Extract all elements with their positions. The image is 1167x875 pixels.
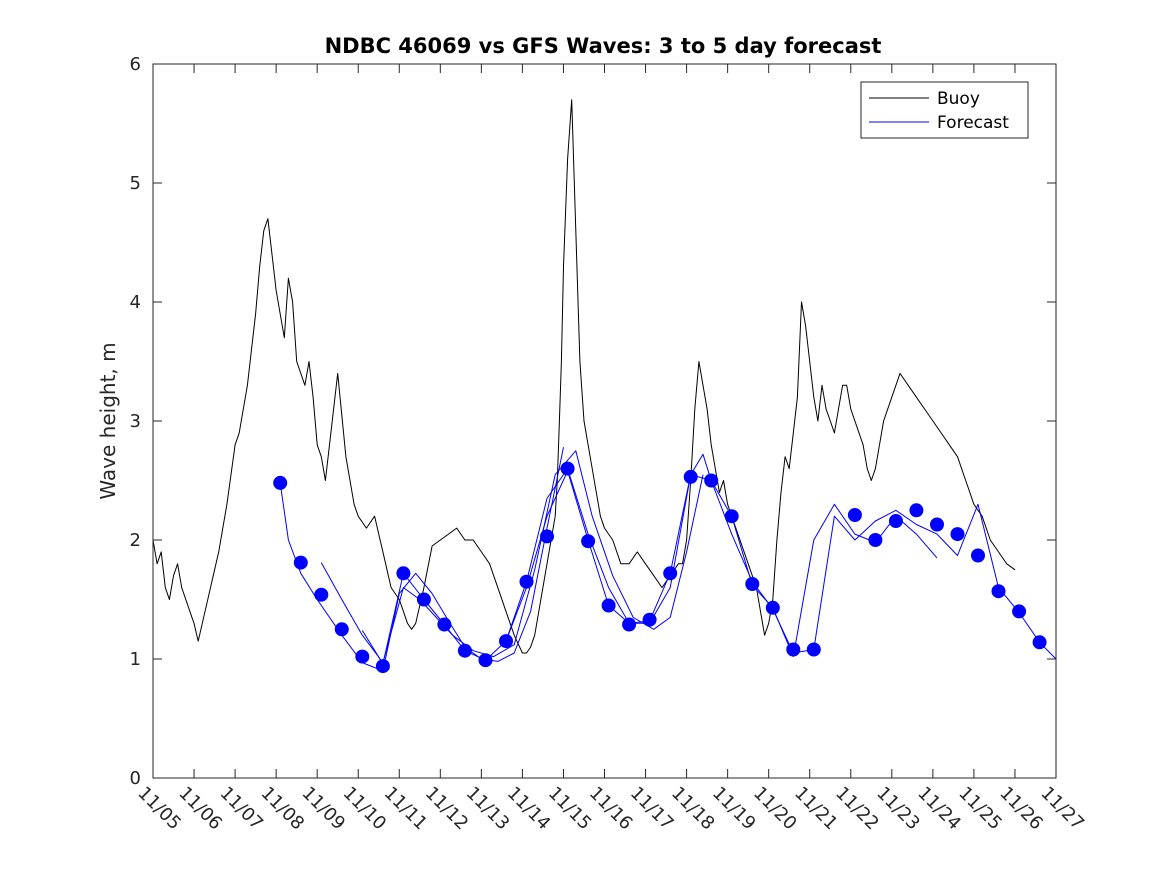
x-tick-label: 11/05 xyxy=(133,783,185,835)
forecast-marker xyxy=(765,600,780,615)
forecast-marker xyxy=(704,473,719,488)
y-axis-label: Wave height, m xyxy=(96,342,120,499)
forecast-run-line-3 xyxy=(361,468,814,665)
x-tick-label: 11/15 xyxy=(544,783,596,835)
x-tick-label: 11/20 xyxy=(749,783,801,835)
forecast-marker xyxy=(971,548,985,563)
x-tick-label: 11/17 xyxy=(626,783,678,835)
x-tick-label: 11/18 xyxy=(667,783,719,835)
legend-buoy-label: Buoy xyxy=(937,89,980,109)
plot-frame xyxy=(152,63,1057,779)
forecast-marker xyxy=(930,517,944,532)
forecast-marker xyxy=(1012,604,1027,619)
x-tick-label: 11/12 xyxy=(421,783,473,835)
forecast-marker xyxy=(642,612,657,627)
forecast-marker xyxy=(478,653,493,668)
x-tick-label: 11/07 xyxy=(216,783,268,835)
forecast-marker xyxy=(396,566,411,581)
forecast-marker xyxy=(745,577,760,591)
forecast-marker xyxy=(416,592,431,607)
forecast-marker xyxy=(1032,635,1047,650)
forecast-marker xyxy=(622,617,637,632)
x-tick-labels: 11/0511/0611/0711/0811/0911/1011/1111/12… xyxy=(133,783,1088,835)
forecast-marker xyxy=(663,566,678,581)
forecast-marker xyxy=(293,555,308,570)
y-tick-label: 5 xyxy=(130,173,141,194)
forecast-marker xyxy=(499,634,513,649)
x-tick-label: 11/27 xyxy=(1036,783,1088,835)
x-tick-label: 11/24 xyxy=(913,783,965,835)
forecast-marker xyxy=(560,461,575,476)
x-tick-label: 11/11 xyxy=(380,783,432,835)
x-tick-label: 11/14 xyxy=(503,783,555,835)
forecast-markers xyxy=(273,461,1047,674)
forecast-marker xyxy=(868,533,883,547)
y-tick-label: 0 xyxy=(130,768,141,789)
plot-background xyxy=(153,64,1056,778)
x-tick-label: 11/25 xyxy=(954,783,1006,835)
forecast-marker xyxy=(540,529,554,544)
y-tick-label: 1 xyxy=(130,649,141,670)
buoy-series xyxy=(152,99,1016,654)
x-tick-label: 11/08 xyxy=(257,783,309,835)
x-tick-label: 11/22 xyxy=(831,783,883,835)
forecast-marker xyxy=(991,584,1006,599)
forecast-marker xyxy=(457,643,472,658)
x-tick-label: 11/21 xyxy=(790,783,842,835)
forecast-marker xyxy=(950,527,965,542)
forecast-marker xyxy=(786,642,801,657)
x-tick-label: 11/06 xyxy=(175,783,227,835)
forecast-marker xyxy=(601,598,616,613)
forecast-marker xyxy=(519,574,534,589)
legend: Buoy Forecast xyxy=(860,81,1029,139)
x-tick-label: 11/23 xyxy=(872,783,924,835)
forecast-marker xyxy=(724,509,739,524)
forecast-marker xyxy=(314,587,329,602)
x-tick-label: 11/09 xyxy=(298,783,350,835)
forecast-marker xyxy=(581,534,596,549)
forecast-marker xyxy=(334,622,349,637)
buoy-line xyxy=(152,99,1016,654)
x-tick-label: 11/10 xyxy=(339,783,391,835)
forecast-marker xyxy=(375,659,390,674)
forecast-marker xyxy=(437,617,452,632)
y-tick-label: 2 xyxy=(130,530,141,551)
x-tick-label: 11/13 xyxy=(462,783,514,835)
y-tick-labels: 0 1 2 3 4 5 6 xyxy=(130,54,141,789)
forecast-marker xyxy=(806,642,821,657)
forecast-marker xyxy=(888,514,903,528)
legend-forecast-label: Forecast xyxy=(937,113,1009,133)
forecast-marker xyxy=(909,503,924,518)
forecast-marker xyxy=(273,475,288,490)
legend-box xyxy=(860,81,1029,139)
x-tick-label: 11/26 xyxy=(995,783,1047,835)
plot-area xyxy=(152,63,1057,779)
chart-title: NDBC 46069 vs GFS Waves: 3 to 5 day fore… xyxy=(325,34,882,58)
forecast-marker xyxy=(683,469,698,484)
forecast-marker xyxy=(355,649,370,664)
x-tick-label: 11/16 xyxy=(585,783,637,835)
y-tick-label: 4 xyxy=(130,292,141,313)
x-tick-label: 11/19 xyxy=(708,783,760,835)
y-tick-label: 3 xyxy=(130,411,141,432)
forecast-marker xyxy=(847,508,862,522)
y-tick-label: 6 xyxy=(130,54,141,75)
